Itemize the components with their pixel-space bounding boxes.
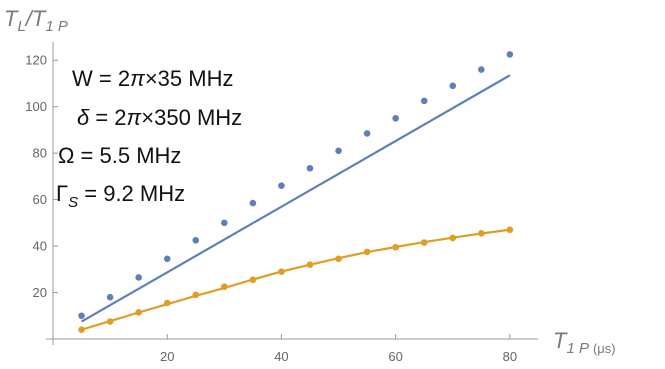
y-tick-label: 60: [33, 192, 47, 207]
series-2-point: [335, 255, 342, 263]
annotation-line-2: δ = 2π×350 MHz: [77, 105, 242, 130]
series-1-point: [506, 51, 514, 58]
series-2-point: [449, 234, 457, 242]
series-2-point: [135, 308, 142, 316]
series-2-point: [192, 291, 200, 299]
annotation-line-1: W = 2π×35 MHz: [72, 66, 233, 91]
series-2-point: [478, 230, 485, 237]
series-2-point: [163, 299, 171, 307]
series-2-point: [278, 268, 285, 275]
series-2-point: [506, 226, 514, 234]
x-tick-label: 40: [274, 349, 288, 364]
series-2-fit-line: [81, 228, 511, 331]
series-1-point: [192, 236, 200, 244]
x-tick-label: 60: [388, 349, 402, 364]
y-tick-label: 80: [33, 146, 47, 161]
annotation-line-3: Ω = 5.5 MHz: [58, 143, 181, 168]
x-tick-label: 80: [503, 349, 517, 364]
x-tick-label: 20: [160, 349, 174, 364]
series-1-point: [106, 293, 114, 301]
annotations: W = 2π×35 MHz δ = 2π×350 MHz Ω = 5.5 MHz ΓS…: [56, 66, 242, 211]
series-1-point: [478, 66, 485, 73]
series-1-point: [306, 164, 314, 172]
series-2-point: [249, 276, 257, 284]
series-2-point: [420, 239, 428, 246]
series-2-point: [392, 243, 399, 251]
series-1-point: [420, 97, 428, 105]
series-1-point: [278, 182, 285, 189]
series-1-point: [78, 312, 85, 320]
series-1-point: [363, 130, 371, 137]
y-tick-label: 100: [25, 99, 47, 114]
series-2-point: [306, 261, 314, 268]
axis-ticks: 20 40 60 80 20 40 60 80 100 120: [25, 53, 517, 364]
series-2-point: [78, 326, 85, 334]
series-layer: [78, 51, 514, 334]
series-1-fit-line: [81, 74, 511, 323]
series-2-point: [221, 283, 228, 291]
series-2-point: [106, 318, 114, 325]
series-1-point: [449, 82, 457, 90]
series-1-point: [249, 199, 257, 207]
series-1-point: [335, 147, 342, 155]
x-axis-title: T1 P (μs): [553, 328, 616, 357]
series-1-point: [135, 274, 142, 281]
y-axis-title: TL/T1 P: [4, 6, 68, 35]
series-1-point: [221, 219, 228, 227]
y-tick-label: 120: [25, 53, 47, 68]
annotation-line-4: ΓS = 9.2 MHz: [56, 181, 185, 211]
series-1-point: [392, 115, 399, 122]
series-1-point: [163, 255, 171, 263]
series-2-point: [363, 248, 371, 256]
y-tick-label: 20: [33, 285, 47, 300]
y-tick-label: 40: [33, 239, 47, 254]
